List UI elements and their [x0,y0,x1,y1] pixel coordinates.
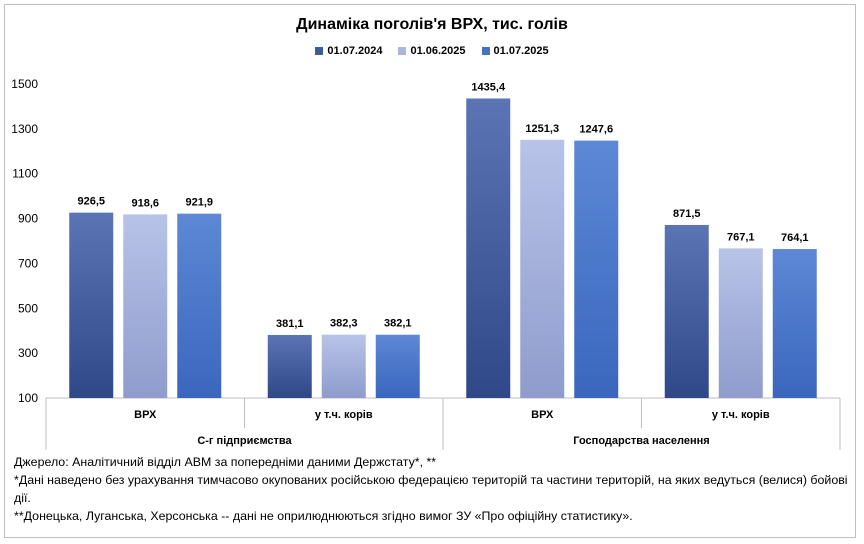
bar [574,140,619,398]
legend-label-2025-06: 01.06.2025 [410,45,466,57]
legend-item-2025-07: 01.07.2025 [481,45,549,57]
legend-item-2024: 01.07.2024 [315,45,382,57]
source-note: Джерело: Аналітичний відділ АВМ за попер… [14,455,437,469]
data-label: 921,9 [185,197,213,209]
bar [375,334,420,398]
footnote-2: **Донецька, Луганська, Херсонська -- дан… [14,509,633,523]
data-label: 871,5 [673,208,701,220]
legend-swatch-2025-07 [481,47,490,55]
data-label: 1251,3 [525,123,559,135]
data-label: 764,1 [781,232,809,244]
bar [69,212,114,398]
data-label: 1247,6 [579,124,613,136]
bar [267,334,312,398]
group-label: С-г підприємства [197,435,292,447]
y-tick-label: 1500 [11,77,38,91]
y-tick-label: 1100 [12,167,38,181]
bar [664,224,709,398]
bar [321,334,366,398]
y-tick-label: 300 [18,346,38,360]
bar [772,249,817,398]
y-tick-label: 100 [18,391,38,405]
y-tick-label: 700 [18,256,38,270]
legend-item-2025-06: 01.06.2025 [398,45,466,57]
bar [718,248,763,398]
data-label: 382,3 [330,318,358,330]
data-label: 926,5 [77,196,105,208]
data-label: 1435,4 [471,81,506,93]
y-tick-label: 1300 [11,122,38,136]
data-label: 918,6 [131,197,159,209]
bar [520,139,565,399]
category-label: ВРХ [531,409,554,421]
chart-title: Динаміка поголів'я ВРХ, тис. голів [296,16,568,33]
category-label: ВРХ [134,409,157,421]
bar [123,214,168,398]
legend-label-2025-07: 01.07.2025 [493,45,549,57]
data-label: 767,1 [727,231,755,243]
category-label: у т.ч. корів [712,409,770,421]
bar [466,98,511,398]
chart-notes: Джерело: Аналітичний відділ АВМ за попер… [14,453,854,525]
y-tick-label: 500 [18,301,38,315]
legend-label-2024: 01.07.2024 [327,45,383,57]
data-label: 381,1 [276,318,304,330]
data-label: 382,1 [384,318,412,330]
y-tick-label: 900 [18,212,38,226]
legend-swatch-2024 [315,47,324,55]
chart-legend: 01.07.2024 01.06.2025 01.07.2025 [0,45,864,57]
group-label: Господарства населення [573,435,709,447]
footnote-1: *Дані наведено без урахування тимчасово … [14,473,848,505]
legend-swatch-2025-06 [398,47,407,55]
category-label: у т.ч. корів [315,409,373,421]
bar [177,213,222,398]
